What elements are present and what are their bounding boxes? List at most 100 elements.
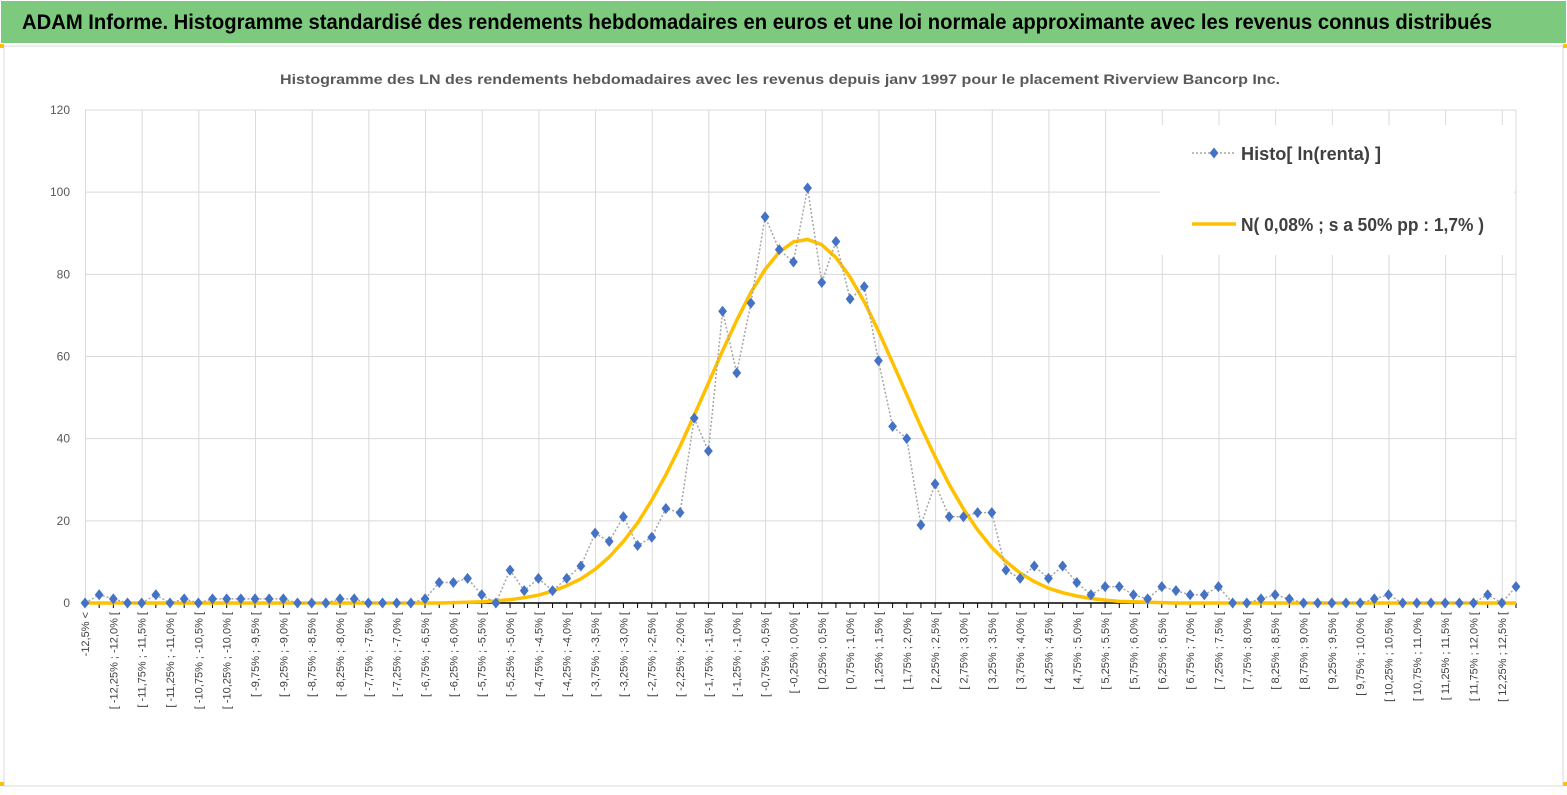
histo-marker — [1157, 581, 1167, 593]
histo-marker — [859, 281, 869, 293]
histo-marker — [888, 420, 897, 432]
x-tick-label: [ 7,25% ; 7,5% [ — [1213, 612, 1225, 690]
x-tick-label: [ 9,25% ; 9,5% [ — [1327, 612, 1339, 690]
histo-marker — [1270, 589, 1280, 601]
histo-marker — [1341, 597, 1351, 609]
x-tick-label: [ -2,75% ; -2,5% [ — [647, 612, 659, 697]
histo-marker — [973, 507, 983, 519]
histo-marker — [1483, 589, 1493, 601]
histo-marker — [1497, 597, 1507, 609]
histo-marker — [1469, 597, 1478, 609]
header-title: ADAM Informe. Histogramme standardisé de… — [22, 11, 1492, 34]
histo-marker — [519, 585, 529, 597]
x-tick-label: [ -10,25% ; -10,0% [ — [222, 612, 234, 709]
histo-marker — [1214, 581, 1223, 593]
histo-marker — [179, 593, 189, 605]
histo-marker — [1256, 593, 1266, 605]
histo-marker — [1100, 581, 1110, 593]
histo-marker — [1072, 576, 1082, 588]
histo-marker — [491, 597, 501, 609]
histo-marker — [576, 560, 586, 572]
y-tick-label: 40 — [57, 432, 71, 446]
chart-title: Histogramme des LN des rendements hebdom… — [280, 71, 1280, 87]
x-tick-label: [ 8,75% ; 9,0% [ — [1298, 612, 1310, 690]
x-tick-label: [ 5,25% ; 5,5% [ — [1100, 612, 1112, 690]
histo-marker — [108, 593, 118, 605]
histo-marker — [1228, 597, 1238, 609]
y-tick-label: 100 — [50, 185, 70, 199]
corner — [1563, 44, 1567, 48]
histo-marker — [1398, 597, 1408, 609]
histo-marker — [944, 511, 954, 523]
histo-marker — [916, 519, 926, 531]
histo-marker — [1114, 581, 1124, 593]
x-tick-label: [ 3,25% ; 3,5% [ — [987, 612, 999, 690]
histo-marker — [718, 305, 727, 317]
histo-marker — [874, 355, 883, 367]
y-tick-label: 60 — [57, 350, 71, 364]
chart-frame — [3, 45, 1564, 787]
x-tick-label: [ -4,25% ; -4,0% [ — [562, 612, 574, 697]
histo-marker — [264, 593, 274, 605]
histo-marker — [165, 597, 175, 609]
histo-marker — [123, 597, 132, 609]
x-tick-label: [ 7,75% ; 8,0% [ — [1242, 612, 1254, 690]
x-tick-label: [ 9,75% ; 10,0% [ — [1355, 612, 1367, 696]
histo-marker — [987, 507, 997, 519]
histo-marker — [1426, 597, 1436, 609]
histo-marker — [618, 511, 628, 523]
x-tick-label: [ -7,25% ; -7,0% [ — [392, 612, 404, 697]
histo-marker — [661, 503, 671, 515]
x-tick-label: [ 2,25% ; 2,5% [ — [930, 612, 942, 690]
histo-marker — [151, 589, 161, 601]
x-tick-label: [ -1,75% ; -1,5% [ — [703, 612, 715, 697]
x-tick-label: [ -7,75% ; -7,5% [ — [363, 612, 375, 697]
histo-marker — [930, 478, 940, 490]
histo-marker — [732, 367, 742, 379]
histo-marker — [803, 182, 812, 194]
x-tick-label: -12,5% < — [80, 612, 92, 656]
histo-marker — [94, 589, 104, 601]
x-tick-label: [ 4,25% ; 4,5% [ — [1043, 612, 1055, 690]
header-bar — [1, 1, 1566, 43]
histo-marker — [222, 593, 232, 605]
x-tick-label: [ 1,75% ; 2,0% [ — [902, 612, 914, 690]
histo-marker — [633, 539, 642, 551]
histo-marker — [533, 572, 543, 584]
histo-marker — [378, 597, 387, 609]
histo-marker — [1299, 597, 1308, 609]
histo-marker — [1313, 597, 1323, 609]
legend-label: Histo[ ln(renta) ] — [1241, 144, 1381, 164]
histo-marker — [647, 531, 657, 543]
plot: -12,5% < [ -12,25% ; -12,0% [[ -11,75% ; … — [80, 182, 1521, 709]
corner — [0, 44, 4, 48]
x-tick-label: [ 1,25% ; 1,5% [ — [873, 612, 885, 690]
x-tick-label: [ 2,75% ; 3,0% [ — [958, 612, 970, 690]
histo-marker — [590, 527, 600, 539]
x-tick-label: [ -6,75% ; -6,5% [ — [420, 612, 432, 697]
corner — [0, 782, 4, 786]
x-tick-label: [ 0,25% ; 0,5% [ — [817, 612, 829, 690]
histo-marker — [1355, 597, 1365, 609]
histo-marker — [1171, 585, 1181, 597]
x-tick-label: [ -3,75% ; -3,5% [ — [590, 612, 602, 697]
x-tick-label: [ 0,75% ; 1,0% [ — [845, 612, 857, 690]
histo-marker — [420, 593, 430, 605]
histo-marker — [1185, 589, 1195, 601]
histo-marker — [746, 297, 756, 309]
histo-marker — [760, 211, 770, 223]
histo-marker — [1129, 589, 1138, 601]
corner — [1563, 782, 1567, 786]
histo-marker — [789, 256, 798, 268]
histo-marker — [1001, 564, 1011, 576]
histo-marker — [548, 585, 557, 597]
histo-marker — [845, 293, 855, 305]
histo-marker — [236, 593, 246, 605]
histo-marker — [1440, 597, 1450, 609]
x-tick-label: [ 6,25% ; 6,5% [ — [1157, 612, 1169, 690]
histo-marker — [80, 597, 90, 609]
y-tick-label: 120 — [50, 103, 70, 117]
x-tick-label: [ 5,75% ; 6,0% [ — [1128, 612, 1140, 690]
histo-marker — [1143, 593, 1153, 605]
x-tick-label: [ -1,25% ; -1,0% [ — [732, 612, 744, 697]
